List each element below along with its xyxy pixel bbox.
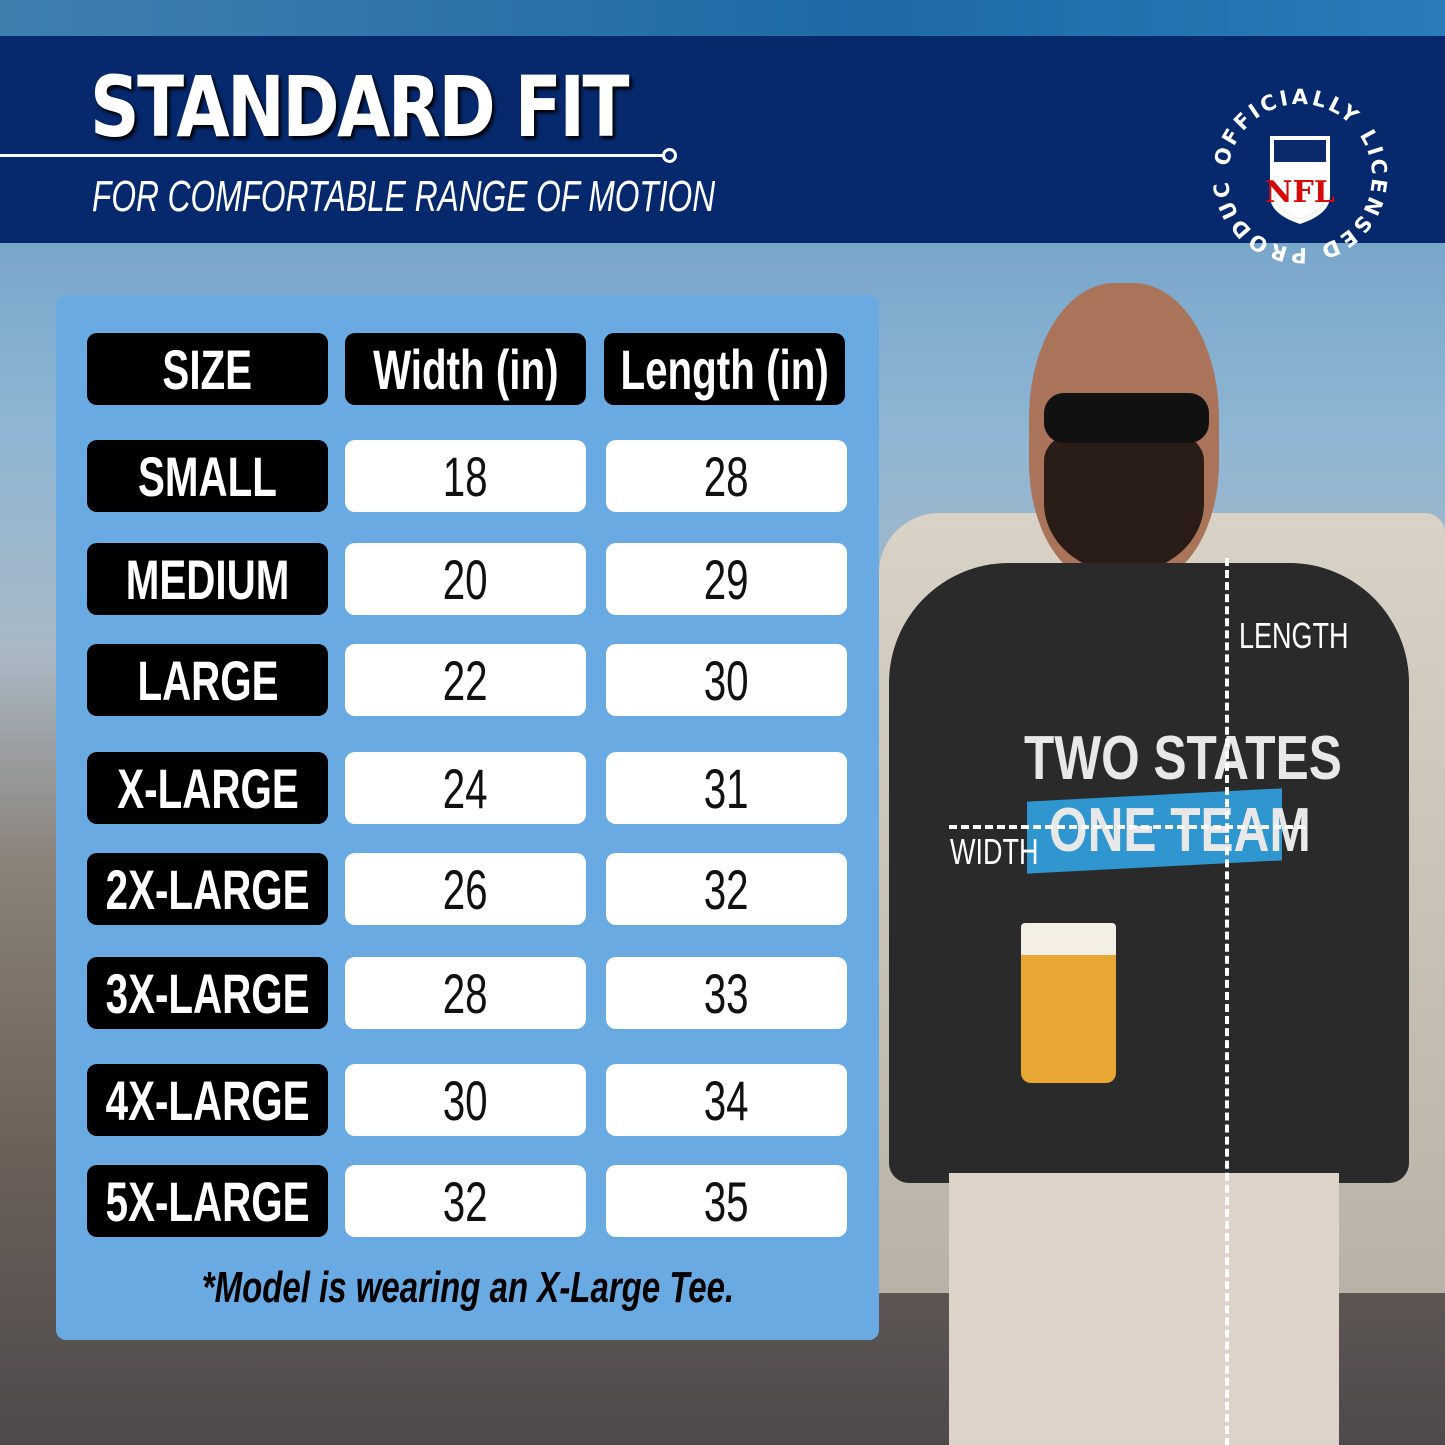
size-label-text: 4X-LARGE [105,1068,310,1132]
page-subtitle: FOR COMFORTABLE RANGE OF MOTION [92,172,716,221]
length-measure-line [1225,558,1229,1445]
width-value-text: 24 [443,756,488,820]
size-chart: *Model is wearing an X-Large Tee. SIZE Wi… [56,295,879,1340]
width-value: 32 [345,1165,586,1237]
top-strip [0,0,1445,36]
length-value-text: 30 [704,648,749,712]
divider [0,154,664,157]
column-header-width-text: Width (in) [372,337,559,401]
model-beard [1044,433,1204,573]
size-label: MEDIUM [87,543,328,615]
width-value: 22 [345,644,586,716]
length-value-text: 33 [704,961,749,1025]
length-value-text: 35 [704,1169,749,1233]
size-label: X-LARGE [87,752,328,824]
width-value-text: 28 [443,961,488,1025]
width-value-text: 18 [443,444,488,508]
length-value: 31 [606,752,847,824]
header-banner: STANDARD FIT FOR COMFORTABLE RANGE OF MO… [0,36,1445,266]
shirt-text-line2: ONE TEAM [1049,796,1311,865]
width-value: 24 [345,752,586,824]
tshirt [889,563,1409,1183]
length-label: LENGTH [1239,615,1349,656]
width-value-text: 22 [443,648,488,712]
width-value: 28 [345,957,586,1029]
width-value-text: 32 [443,1169,488,1233]
page-title: STANDARD FIT [90,58,629,156]
column-header-length-text: Length (in) [620,337,829,401]
footnote-text: *Model is wearing an X-Large Tee. [201,1263,734,1312]
length-value-text: 34 [704,1068,749,1132]
width-value: 18 [345,440,586,512]
length-value: 33 [606,957,847,1029]
size-label: SMALL [87,440,328,512]
beer-glass [1021,923,1116,1083]
length-value: 35 [606,1165,847,1237]
size-label-text: SMALL [138,444,277,508]
size-label-text: 2X-LARGE [105,857,310,921]
length-value: 28 [606,440,847,512]
size-label-text: 5X-LARGE [105,1169,310,1233]
length-value-text: 32 [704,857,749,921]
width-value-text: 20 [443,547,488,611]
divider-dot [662,148,677,163]
column-header-width: Width (in) [345,333,586,405]
width-value-text: 26 [443,857,488,921]
size-label: LARGE [87,644,328,716]
column-header-length: Length (in) [604,333,845,405]
shirt-text-line1: TWO STATES [1024,724,1342,793]
width-value: 26 [345,853,586,925]
size-label-text: 3X-LARGE [105,961,310,1025]
size-label-text: MEDIUM [125,547,290,611]
length-value: 30 [606,644,847,716]
shorts [949,1173,1339,1445]
length-value: 34 [606,1064,847,1136]
size-label: 3X-LARGE [87,957,328,1029]
column-header-size-text: SIZE [162,337,253,401]
nfl-shield-icon: NFL [1265,136,1335,224]
length-value: 29 [606,543,847,615]
width-label: WIDTH [950,831,1039,872]
model-photo: TWO STATES ONE TEAM LENGTH WIDTH [879,243,1445,1445]
length-value-text: 29 [704,547,749,611]
footnote: *Model is wearing an X-Large Tee. [56,1263,879,1313]
column-header-size: SIZE [87,333,328,405]
width-value: 30 [345,1064,586,1136]
width-value: 20 [345,543,586,615]
length-value-text: 28 [704,444,749,508]
sunglasses [1044,393,1209,443]
nfl-licensed-badge: OFFICIALLY LICENSED PRODUCT NFL [1210,86,1388,266]
size-label: 2X-LARGE [87,853,328,925]
nfl-logo-text: NFL [1265,175,1335,210]
width-value-text: 30 [443,1068,488,1132]
length-value-text: 31 [704,756,749,820]
length-value: 32 [606,853,847,925]
size-label: 4X-LARGE [87,1064,328,1136]
size-label-text: X-LARGE [116,756,299,820]
width-measure-line [949,825,1305,829]
size-label-text: LARGE [136,648,279,712]
size-label: 5X-LARGE [87,1165,328,1237]
